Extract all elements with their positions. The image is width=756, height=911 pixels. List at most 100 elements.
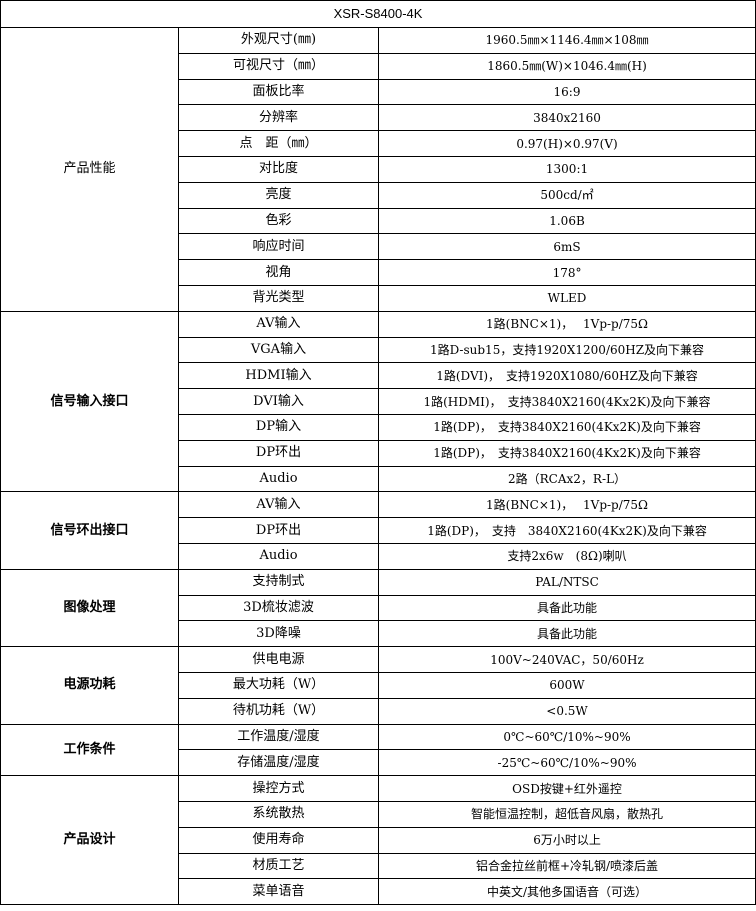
spec-label: VGA输入	[178, 336, 379, 364]
spec-row: 材质工艺 铝合金拉丝前框+冷轧钢/喷漆后盖	[1, 852, 756, 880]
group-label: 工作条件	[0, 723, 179, 777]
spec-row: 待机功耗（W） <0.5W	[1, 697, 756, 725]
spec-row: 菜单语音 中英文/其他多国语音（可选）	[1, 878, 756, 906]
spec-value: PAL/NTSC	[377, 568, 756, 596]
spec-label: 点 距（㎜）	[178, 130, 379, 157]
spec-value: WLED	[377, 284, 756, 312]
spec-label: 视角	[178, 259, 379, 286]
spec-value: 1300:1	[377, 155, 756, 183]
spec-value: -25℃~60℃/10%~90%	[377, 749, 756, 777]
spec-label: 菜单语音	[178, 878, 379, 906]
spec-row: 产品性能 外观尺寸(㎜) 1960.5㎜×1146.4㎜×108㎜	[0, 27, 756, 312]
spec-label: DP环出	[178, 517, 379, 544]
spec-value: 0℃~60℃/10%~90%	[377, 723, 756, 751]
spec-label: 最大功耗（W）	[178, 671, 379, 699]
spec-value: 铝合金拉丝前框+冷轧钢/喷漆后盖	[377, 852, 756, 880]
spec-row: 对比度 1300:1	[1, 155, 756, 183]
spec-row: 色彩 1.06B	[1, 207, 756, 235]
spec-row: 面板比率 16:9	[1, 78, 756, 106]
spec-label: 背光类型	[178, 284, 379, 312]
spec-row: DP环出 1路(DP)， 支持 3840X2160(4Kx2K)及向下兼容	[1, 517, 756, 544]
spec-value: 0.97(H)×0.97(V)	[377, 130, 756, 157]
spec-label: 面板比率	[178, 78, 379, 106]
spec-value: 2路（RCAx2，R-L）	[377, 465, 756, 493]
spec-row: 存储温度/湿度 -25℃~60℃/10%~90%	[1, 749, 756, 777]
spec-value: 3840x2160	[377, 104, 756, 132]
spec-row: Audio 2路（RCAx2，R-L）	[1, 465, 756, 493]
group-label: 信号环出接口	[0, 491, 179, 570]
spec-row: 分辨率 3840x2160	[1, 104, 756, 132]
spec-value: 1路(DP)， 支持 3840X2160(4Kx2K)及向下兼容	[377, 517, 756, 544]
spec-value: 1路(DP)， 支持3840X2160(4Kx2K)及向下兼容	[377, 413, 756, 441]
spec-row: 信号环出接口 AV输入 1路(BNC×1)， 1Vp-p/75Ω	[0, 491, 756, 570]
spec-label: DP环出	[178, 439, 379, 467]
spec-row: 亮度 500cd/㎡	[1, 181, 756, 209]
spec-row: 3D降噪 具备此功能	[1, 620, 756, 648]
spec-value: 智能恒温控制，超低音风扇，散热孔	[377, 800, 756, 828]
spec-row: 系统散热 智能恒温控制，超低音风扇，散热孔	[1, 800, 756, 828]
spec-label: 待机功耗（W）	[178, 697, 379, 725]
spec-value: 1路(DP)， 支持3840X2160(4Kx2K)及向下兼容	[377, 439, 756, 467]
spec-value: 1860.5㎜(W)×1046.4㎜(H)	[377, 52, 756, 80]
spec-value: 1路D-sub15，支持1920X1200/60HZ及向下兼容	[377, 336, 756, 364]
group-label: 电源功耗	[0, 646, 179, 725]
spec-row: 点 距（㎜） 0.97(H)×0.97(V)	[1, 130, 756, 157]
spec-value: OSD按键+红外遥控	[377, 775, 756, 802]
spec-label: 外观尺寸(㎜)	[178, 27, 379, 54]
model-title: XSR-S8400-4K	[0, 0, 756, 28]
spec-row: DVI输入 1路(HDMI)， 支持3840X2160(4Kx2K)及向下兼容	[1, 388, 756, 415]
spec-label: 存储温度/湿度	[178, 749, 379, 777]
spec-label: 响应时间	[178, 233, 379, 261]
spec-row: 背光类型 WLED	[1, 284, 756, 312]
spec-label: 供电电源	[178, 646, 379, 673]
spec-label: 可视尺寸（㎜）	[178, 52, 379, 80]
spec-label: 系统散热	[178, 800, 379, 828]
spec-row: 产品设计 操控方式 OSD按键+红外遥控	[0, 775, 756, 906]
spec-value: 6mS	[377, 233, 756, 261]
spec-label: AV输入	[178, 491, 379, 519]
spec-label: 3D降噪	[178, 620, 379, 648]
spec-value: 16:9	[377, 78, 756, 106]
group-label: 产品设计	[0, 775, 179, 906]
spec-label: 使用寿命	[178, 826, 379, 854]
spec-label: 3D梳妆滤波	[178, 594, 379, 622]
spec-value: 1路(DVI)， 支持1920X1080/60HZ及向下兼容	[377, 362, 756, 390]
spec-value: 1路(HDMI)， 支持3840X2160(4Kx2K)及向下兼容	[377, 388, 756, 415]
spec-label: 对比度	[178, 155, 379, 183]
spec-label: 操控方式	[178, 775, 379, 802]
spec-label: 分辨率	[178, 104, 379, 132]
group-label: 图像处理	[0, 568, 179, 648]
spec-label: Audio	[178, 465, 379, 493]
spec-row: HDMI输入 1路(DVI)， 支持1920X1080/60HZ及向下兼容	[1, 362, 756, 390]
spec-value: 1960.5㎜×1146.4㎜×108㎜	[377, 27, 756, 54]
spec-label: 材质工艺	[178, 852, 379, 880]
spec-value: 具备此功能	[377, 620, 756, 648]
spec-value: <0.5W	[377, 697, 756, 725]
spec-value: 具备此功能	[377, 594, 756, 622]
spec-row: 响应时间 6mS	[1, 233, 756, 261]
spec-value: 178°	[377, 259, 756, 286]
title-row: XSR-S8400-4K	[0, 0, 756, 28]
group-label: 产品性能	[0, 27, 179, 312]
spec-label: AV输入	[178, 310, 379, 338]
spec-value: 6万小时以上	[377, 826, 756, 854]
spec-value: 1.06B	[377, 207, 756, 235]
spec-value: 支持2x6w (8Ω)喇叭	[377, 542, 756, 570]
spec-value: 500cd/㎡	[377, 181, 756, 209]
group-label: 信号输入接口	[0, 310, 179, 493]
spec-label: HDMI输入	[178, 362, 379, 390]
spec-value: 100V~240VAC，50/60Hz	[377, 646, 756, 673]
spec-row: 图像处理 支持制式 PAL/NTSC	[0, 568, 756, 648]
spec-row: 可视尺寸（㎜） 1860.5㎜(W)×1046.4㎜(H)	[1, 52, 756, 80]
spec-label: 亮度	[178, 181, 379, 209]
spec-row: 电源功耗 供电电源 100V~240VAC，50/60Hz	[0, 646, 756, 725]
spec-value: 中英文/其他多国语音（可选）	[377, 878, 756, 906]
spec-label: Audio	[178, 542, 379, 570]
spec-value: 1路(BNC×1)， 1Vp-p/75Ω	[377, 491, 756, 519]
spec-row: 信号输入接口 AV输入 1路(BNC×1)， 1Vp-p/75Ω	[0, 310, 756, 493]
spec-label: DVI输入	[178, 388, 379, 415]
spec-value: 1路(BNC×1)， 1Vp-p/75Ω	[377, 310, 756, 338]
spec-row: DP环出 1路(DP)， 支持3840X2160(4Kx2K)及向下兼容	[1, 439, 756, 467]
spec-label: DP输入	[178, 413, 379, 441]
